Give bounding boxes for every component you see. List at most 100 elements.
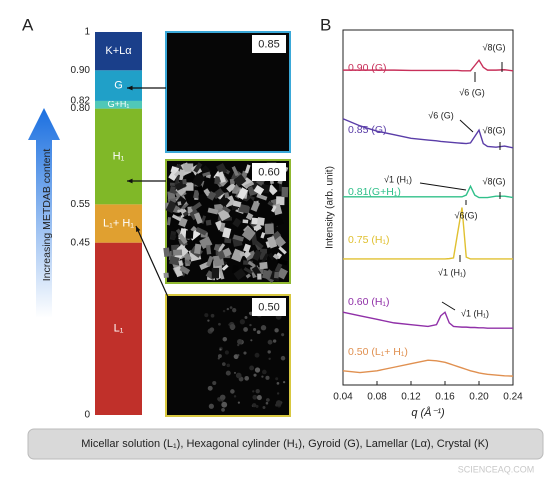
- texture: [233, 268, 247, 281]
- segment-label: L₁: [114, 323, 124, 335]
- texture: [231, 248, 245, 263]
- texture: [262, 406, 266, 409]
- texture: [169, 255, 180, 266]
- texture: [221, 401, 228, 408]
- texture: [206, 255, 214, 267]
- texture: [235, 372, 242, 379]
- texture: [207, 207, 219, 215]
- texture: [265, 401, 269, 405]
- bar-segment: [95, 100, 142, 109]
- texture: [237, 338, 243, 345]
- texture: [268, 357, 271, 360]
- texture: [221, 407, 225, 412]
- label-box: [252, 35, 286, 53]
- series-label: 0.75 (H₁): [348, 234, 389, 246]
- texture: [232, 183, 240, 193]
- texture: [213, 244, 221, 251]
- texture: [178, 260, 184, 267]
- texture: [222, 205, 231, 214]
- texture: [213, 260, 222, 272]
- caption: Micellar solution (L₁), Hexagonal cylind…: [81, 438, 488, 450]
- texture: [207, 385, 213, 391]
- texture: [244, 316, 248, 319]
- peak-pointer: [441, 301, 456, 311]
- texture: [254, 352, 260, 358]
- pointer-head: [127, 85, 133, 91]
- texture: [184, 259, 192, 265]
- series-label: 0.60 (H₁): [348, 296, 389, 308]
- y-tick-label: 0.80: [71, 103, 91, 114]
- x-axis-label: q (Å⁻¹): [411, 406, 445, 419]
- peak-label: √8(G): [483, 42, 506, 52]
- caption-box: [27, 428, 544, 460]
- texture: [191, 173, 206, 188]
- texture: [214, 203, 224, 210]
- texture: [217, 250, 226, 260]
- texture: [237, 343, 240, 347]
- texture: [194, 243, 202, 255]
- texture: [253, 185, 265, 196]
- segment-label: K+Lα: [105, 45, 132, 57]
- texture: [232, 234, 244, 242]
- texture: [273, 235, 286, 248]
- texture: [242, 219, 249, 224]
- x-tick-label: 0.20: [469, 392, 489, 403]
- texture: [252, 390, 255, 393]
- texture: [256, 193, 268, 201]
- peak-label: √1 (H₁): [438, 267, 466, 277]
- texture: [231, 166, 239, 177]
- texture: [247, 260, 256, 268]
- y-axis-label: Intensity (arb. unit): [325, 166, 336, 249]
- texture: [243, 267, 253, 275]
- texture: [232, 308, 237, 313]
- texture: [241, 177, 253, 189]
- texture: [209, 327, 215, 332]
- peak-label: √1 (H₁): [461, 308, 489, 318]
- texture: [222, 227, 232, 239]
- texture: [218, 322, 221, 326]
- panel-label: B: [320, 15, 331, 34]
- texture: [207, 190, 217, 201]
- label-box: [252, 163, 286, 181]
- texture: [267, 252, 276, 261]
- texture: [228, 323, 231, 326]
- segment-label: L₁+ H₁: [103, 217, 134, 229]
- texture: [245, 212, 254, 221]
- texture: [177, 233, 188, 245]
- texture: [249, 365, 255, 371]
- texture: [183, 163, 194, 172]
- texture: [262, 369, 267, 375]
- series-label: 0.85 (G): [348, 124, 387, 136]
- texture: [250, 200, 260, 212]
- texture: [253, 373, 257, 377]
- texture: [218, 195, 231, 208]
- texture: [174, 211, 183, 218]
- texture: [278, 246, 287, 255]
- texture: [283, 381, 286, 384]
- texture: [174, 174, 181, 185]
- texture: [217, 243, 226, 253]
- texture: [272, 339, 277, 343]
- texture: [260, 325, 267, 331]
- texture: [276, 382, 280, 385]
- texture: [244, 164, 251, 174]
- texture: [185, 230, 194, 239]
- y-tick-label: 0.90: [71, 65, 91, 76]
- texture: [260, 253, 269, 265]
- texture: [271, 205, 277, 213]
- texture: [270, 214, 284, 228]
- texture: [163, 247, 171, 257]
- micrograph-label: 0.85: [258, 38, 279, 50]
- peak-label: √1 (H₁): [384, 174, 412, 184]
- texture: [225, 370, 231, 376]
- texture: [275, 377, 279, 381]
- texture: [275, 400, 282, 407]
- texture: [219, 348, 222, 351]
- texture: [266, 235, 278, 249]
- texture: [233, 354, 239, 360]
- texture: [205, 244, 212, 255]
- texture: [274, 262, 283, 273]
- peak-label: √8(G): [483, 176, 506, 186]
- texture: [254, 367, 261, 373]
- peak-label: √6 (G): [428, 110, 453, 120]
